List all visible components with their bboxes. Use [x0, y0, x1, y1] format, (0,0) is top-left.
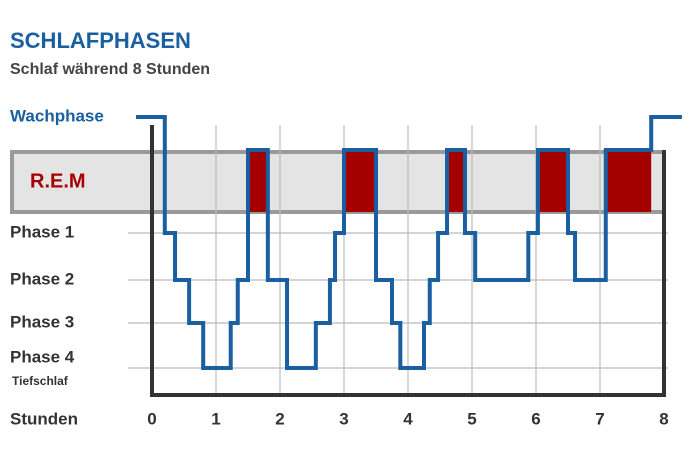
- rem-block: [537, 150, 568, 212]
- x-tick-label: 7: [595, 409, 604, 428]
- chart-subtitle: Schlaf während 8 Stunden: [10, 61, 210, 78]
- rem-block: [605, 150, 652, 212]
- rem-block: [344, 150, 376, 212]
- x-tick-label: 2: [275, 409, 284, 428]
- x-tick-label: 6: [531, 409, 540, 428]
- annotation: Tiefschlaf: [12, 374, 69, 388]
- x-tick-label: 5: [467, 409, 476, 428]
- y-tick-label: Phase 2: [10, 269, 74, 288]
- y-tick-label: Wachphase: [10, 106, 104, 125]
- y-tick-label: Phase 3: [10, 312, 74, 331]
- x-tick-label: 3: [339, 409, 348, 428]
- axis-frame: [150, 125, 666, 397]
- y-tick-label: Phase 4: [10, 347, 75, 366]
- x-tick-label: 0: [147, 409, 156, 428]
- hypnogram-line: [136, 115, 682, 370]
- chart-title: SCHLAFPHASEN: [10, 28, 191, 53]
- y-tick-label: Phase 1: [10, 222, 74, 241]
- x-tick-label: 4: [403, 409, 413, 428]
- y-tick-label: R.E.M: [30, 170, 86, 192]
- rem-block: [248, 150, 268, 212]
- rem-block: [447, 150, 465, 212]
- x-axis-label: Stunden: [10, 409, 78, 428]
- x-tick-label: 1: [211, 409, 220, 428]
- x-tick-label: 8: [659, 409, 668, 428]
